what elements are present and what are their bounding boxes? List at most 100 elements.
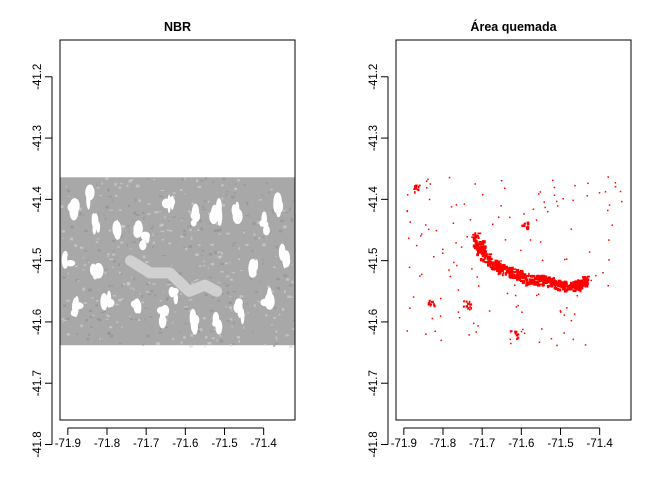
no-data-patch — [190, 212, 200, 220]
burned-pixel — [492, 223, 494, 226]
burned-pixel — [572, 289, 577, 293]
nbr-texture-pixel — [245, 214, 249, 217]
nbr-texture-pixel — [234, 183, 237, 185]
nbr-texture-pixel — [225, 191, 229, 193]
no-data-patch — [100, 292, 108, 311]
nbr-texture-pixel — [116, 321, 119, 323]
burned-pixel — [482, 252, 486, 256]
burned-pixel — [604, 191, 607, 193]
x-tick-label: -71.5 — [547, 438, 573, 450]
nbr-texture-pixel — [91, 297, 94, 299]
burned-pixel — [501, 273, 504, 277]
nbr-texture-pixel — [220, 270, 224, 273]
nbr-texture-pixel — [92, 314, 95, 317]
burned-pixel — [429, 303, 433, 306]
burned-pixel — [621, 200, 623, 203]
nbr-texture-pixel — [204, 293, 208, 297]
burned-pixel — [472, 233, 475, 236]
burned-pixel — [611, 224, 614, 226]
x-tick-label: -71.7 — [469, 438, 495, 450]
nbr-texture-pixel — [152, 225, 154, 228]
nbr-texture-pixel — [232, 290, 237, 293]
nbr-texture-pixel — [223, 282, 226, 284]
nbr-texture-pixel — [173, 195, 175, 199]
nbr-texture-pixel — [142, 211, 145, 214]
nbr-texture-pixel — [174, 311, 177, 313]
burned-pixel — [515, 268, 520, 272]
nbr-texture-pixel — [99, 228, 101, 230]
nbr-texture-pixel — [273, 306, 277, 310]
nbr-texture-pixel — [210, 243, 214, 246]
burned-pixel — [588, 251, 591, 253]
burned-pixel — [460, 246, 463, 248]
nbr-texture-pixel — [82, 214, 85, 217]
no-data-patch — [158, 314, 167, 329]
burned-pixel — [551, 278, 554, 282]
no-data-patch — [190, 219, 197, 227]
nbr-texture-pixel — [171, 321, 174, 324]
nbr-texture-pixel — [271, 209, 274, 211]
nbr-texture-pixel — [289, 207, 292, 211]
nbr-texture-pixel — [121, 284, 124, 288]
burned-pixel — [474, 183, 476, 185]
x-tick-label: -71.8 — [94, 438, 120, 450]
nbr-texture-pixel — [63, 304, 67, 308]
nbr-texture-pixel — [238, 258, 241, 261]
nbr-texture-pixel — [249, 278, 253, 280]
burned-pixel — [476, 245, 480, 248]
burned-pixel — [477, 247, 482, 251]
burned-pixel — [473, 237, 477, 239]
y-tick-label: -41.3 — [368, 125, 380, 151]
burned-pixel — [556, 281, 559, 285]
burned-pixel — [550, 284, 554, 287]
nbr-texture-pixel — [258, 224, 262, 226]
burned-pixel — [590, 279, 593, 282]
burned-pixel — [477, 250, 481, 253]
nbr-texture-pixel — [281, 308, 285, 311]
nbr-texture-pixel — [190, 282, 194, 284]
burned-pixel — [500, 270, 504, 272]
burned-pixel — [570, 281, 572, 285]
nbr-texture-pixel — [158, 331, 163, 334]
burned-pixel — [477, 235, 480, 238]
burned-pixel — [579, 288, 582, 293]
nbr-texture-pixel — [225, 305, 227, 308]
burned-pixel — [514, 294, 517, 297]
nbr-texture-pixel — [152, 241, 155, 244]
no-data-patch — [166, 197, 176, 207]
nbr-texture-pixel — [278, 229, 283, 233]
burned-pixel — [455, 204, 458, 206]
nbr-texture-pixel — [251, 249, 254, 252]
burned-pixel — [435, 229, 438, 232]
burned-pixel — [475, 247, 479, 251]
no-data-patch — [240, 308, 245, 325]
nbr-texture-pixel — [228, 292, 230, 295]
nbr-texture-pixel — [198, 265, 202, 268]
nbr-texture-pixel — [239, 270, 243, 272]
nbr-texture-pixel — [147, 293, 152, 296]
burned-pixel — [433, 304, 436, 308]
burned-pixel — [533, 277, 538, 280]
burned-pixel — [458, 316, 461, 319]
burned-pixel — [553, 279, 556, 283]
burned-pixel — [425, 180, 428, 182]
burned-pixel — [521, 280, 526, 282]
burned-pixel — [538, 277, 542, 281]
y-tick-label: -41.5 — [368, 248, 380, 274]
nbr-texture-pixel — [104, 217, 107, 221]
nbr-texture-pixel — [149, 316, 153, 318]
burned-pixel — [587, 275, 590, 278]
nbr-texture-pixel — [128, 179, 133, 183]
burned-pixel — [529, 278, 532, 281]
nbr-texture-pixel — [149, 290, 154, 293]
nbr-texture-pixel — [237, 178, 240, 182]
burned-pixel — [414, 186, 418, 190]
burned-pixel — [517, 274, 519, 279]
burned-pixel — [547, 210, 549, 213]
burned-pixel — [608, 259, 610, 261]
burned-pixel — [520, 271, 524, 275]
burned-pixel — [520, 249, 522, 252]
burned-pixel — [499, 265, 502, 269]
nbr-texture-pixel — [167, 220, 170, 222]
nbr-texture-pixel — [106, 188, 110, 192]
